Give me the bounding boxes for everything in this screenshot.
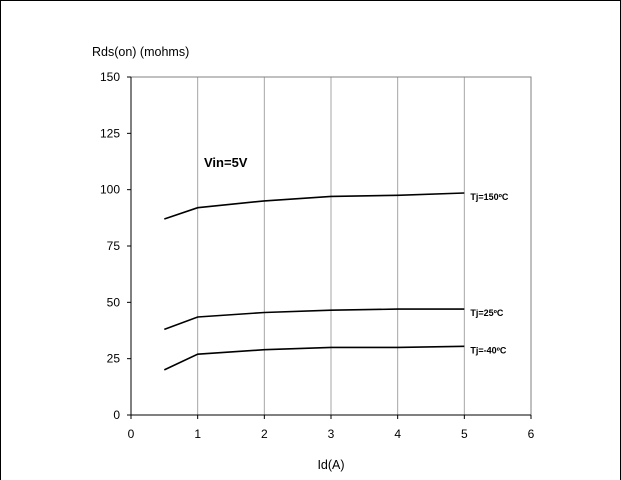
vin-annotation: Vin=5V (204, 155, 248, 170)
series-line-1 (164, 308, 465, 331)
y-tick-label-1: 25 (107, 352, 121, 366)
grid (197, 77, 465, 415)
y-tick-label-3: 75 (107, 239, 121, 253)
series-label-1: Tj=25ºC (470, 308, 504, 318)
series-label-2: Tj=-40ºC (470, 345, 507, 355)
y-tick-label-0: 0 (113, 408, 120, 422)
tick-labels: 0 25 50 75 100 125 150 0 1 2 3 4 5 6 (100, 70, 535, 441)
y-axis-label: Rds(on) (mohms) (92, 45, 189, 59)
y-tick-label-6: 150 (100, 70, 120, 84)
x-tick-label-2: 2 (261, 427, 268, 441)
x-axis-label: Id(A) (317, 458, 344, 472)
series-labels: Tj=150ºC Tj=25ºC Tj=-40ºC (470, 192, 509, 355)
y-tick-label-2: 50 (107, 295, 121, 309)
x-tick-label-6: 6 (528, 427, 535, 441)
series-line-0 (164, 192, 465, 220)
axes (127, 76, 532, 419)
x-tick-label-4: 4 (394, 427, 401, 441)
x-tick-label-5: 5 (461, 427, 468, 441)
x-tick-label-1: 1 (194, 427, 201, 441)
x-tick-label-0: 0 (128, 427, 135, 441)
y-tick-label-4: 100 (100, 183, 120, 197)
y-tick-label-5: 125 (100, 126, 120, 140)
series-line-2 (163, 345, 465, 371)
series-lines (163, 192, 465, 371)
series-label-0: Tj=150ºC (470, 192, 509, 202)
x-tick-label-3: 3 (328, 427, 335, 441)
